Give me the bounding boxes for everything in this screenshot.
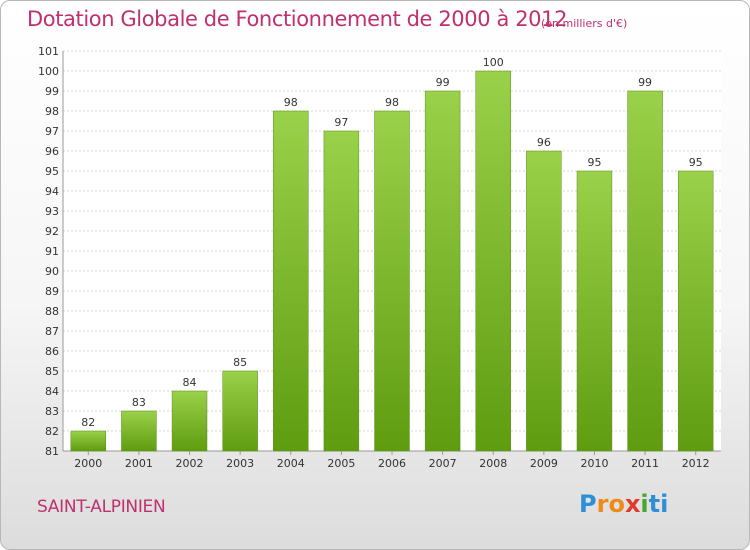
y-tick-label: 91	[45, 245, 59, 258]
logo-letter: x	[624, 490, 641, 518]
bar-value-label: 82	[81, 416, 95, 429]
chart-units-note: (en milliers d'€)	[541, 17, 628, 30]
y-tick-label: 88	[45, 305, 59, 318]
y-tick-label: 101	[38, 45, 59, 58]
bar-value-label: 84	[183, 376, 197, 389]
x-tick-label: 2008	[479, 457, 507, 470]
y-tick-label: 82	[45, 425, 59, 438]
y-tick-label: 81	[45, 445, 59, 458]
bar-value-label: 99	[436, 76, 450, 89]
bar	[677, 170, 714, 452]
y-tick-label: 96	[45, 145, 59, 158]
bar	[475, 70, 511, 452]
bar	[374, 110, 410, 452]
logo-letter: i	[660, 490, 669, 518]
y-tick-label: 99	[45, 85, 59, 98]
bar-value-label: 95	[587, 156, 601, 169]
bar-value-label: 96	[537, 136, 551, 149]
logo-letter: P	[579, 490, 597, 518]
bar-value-label: 97	[334, 116, 348, 129]
bar-value-label: 98	[385, 96, 399, 109]
y-tick-label: 87	[45, 325, 59, 338]
x-tick-label: 2002	[176, 457, 204, 470]
x-tick-label: 2009	[530, 457, 558, 470]
bar	[424, 90, 461, 452]
bar-value-label: 100	[483, 56, 504, 69]
bar-value-label: 99	[638, 76, 652, 89]
x-tick-label: 2011	[631, 457, 659, 470]
bar	[121, 410, 157, 452]
y-tick-label: 83	[45, 405, 59, 418]
logo-letter: r	[596, 490, 609, 518]
y-tick-label: 94	[45, 185, 59, 198]
y-tick-label: 84	[45, 385, 59, 398]
bar-value-label: 83	[132, 396, 146, 409]
bar-value-label: 98	[284, 96, 298, 109]
x-tick-label: 2006	[378, 457, 406, 470]
bar	[70, 430, 107, 452]
y-tick-label: 92	[45, 225, 59, 238]
logo-letter: o	[608, 490, 625, 518]
bar	[627, 90, 663, 452]
x-tick-label: 2010	[580, 457, 608, 470]
bar	[323, 130, 360, 452]
y-tick-label: 95	[45, 165, 59, 178]
y-tick-label: 86	[45, 345, 59, 358]
bar-value-label: 85	[233, 356, 247, 369]
bar	[576, 170, 613, 452]
y-tick-label: 97	[45, 125, 59, 138]
x-tick-label: 2007	[429, 457, 457, 470]
x-tick-label: 2004	[277, 457, 305, 470]
y-tick-label: 90	[45, 265, 59, 278]
bar	[171, 390, 208, 452]
x-tick-label: 2000	[74, 457, 102, 470]
y-tick-label: 85	[45, 365, 59, 378]
logo-letter: t	[648, 490, 661, 518]
x-tick-label: 2003	[226, 457, 254, 470]
y-tick-label: 98	[45, 105, 59, 118]
proxiti-logo: Proxiti	[579, 490, 668, 518]
y-tick-label: 89	[45, 285, 59, 298]
x-tick-label: 2012	[682, 457, 710, 470]
y-tick-label: 93	[45, 205, 59, 218]
x-tick-label: 2001	[125, 457, 153, 470]
bar	[526, 150, 562, 452]
bar	[273, 110, 309, 452]
x-tick-label: 2005	[327, 457, 355, 470]
y-tick-label: 100	[38, 65, 59, 78]
bar-value-label: 95	[689, 156, 703, 169]
place-name: SAINT-ALPINIEN	[37, 497, 166, 517]
logo-letter: i	[640, 490, 649, 518]
chart-title: Dotation Globale de Fonctionnement de 20…	[27, 7, 568, 31]
bar	[222, 370, 258, 452]
